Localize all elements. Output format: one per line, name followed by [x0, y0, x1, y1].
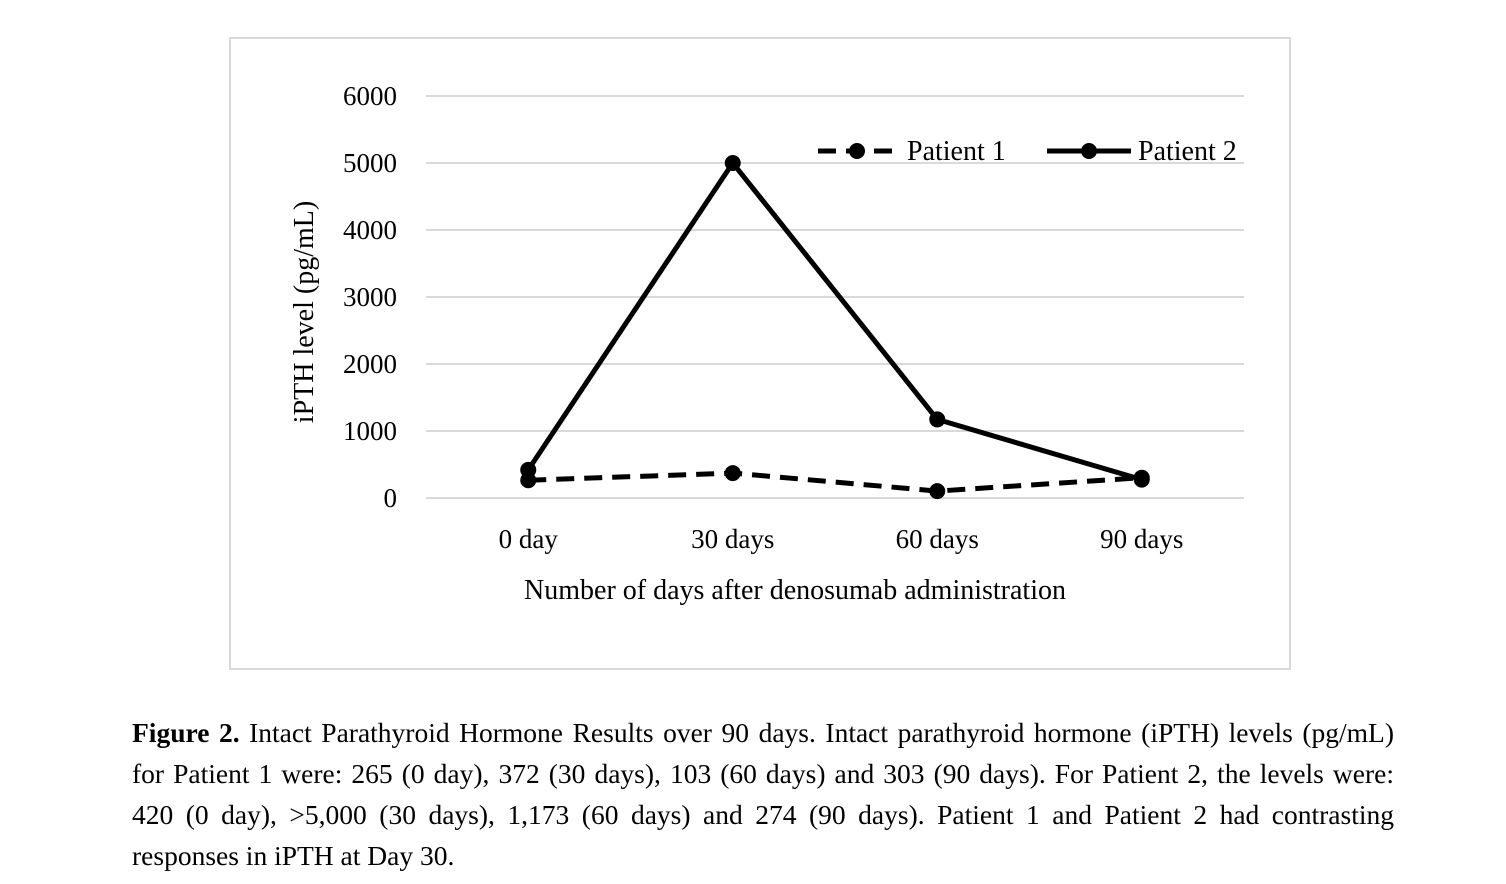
series-line — [528, 470, 1142, 494]
x-axis-ticks: 0 day 30 days 60 days 90 days — [499, 524, 1184, 554]
data-point — [929, 411, 946, 428]
y-tick-label: 5000 — [343, 148, 397, 178]
y-tick-label: 0 — [384, 483, 398, 513]
y-tick-label: 1000 — [343, 416, 397, 446]
y-tick-label: 6000 — [343, 81, 397, 111]
legend-label: Patient 1 — [907, 136, 1006, 167]
x-axis-title: Number of days after denosumab administr… — [524, 575, 1066, 606]
y-tick-label: 3000 — [343, 282, 397, 312]
legend-label: Patient 2 — [1138, 136, 1237, 167]
gridlines — [426, 95, 1244, 499]
series-layer — [520, 155, 1150, 500]
caption-text: Intact Parathyroid Hormone Results over … — [132, 717, 1394, 871]
data-point — [929, 483, 946, 500]
x-tick-label: 90 days — [1100, 524, 1183, 554]
legend: Patient 1 Patient 2 — [818, 136, 1237, 167]
data-point — [724, 465, 741, 482]
data-point — [724, 155, 741, 171]
series-1 — [520, 465, 1150, 500]
chart-frame — [229, 37, 1291, 670]
legend-marker — [1081, 143, 1097, 159]
x-tick-label: 30 days — [691, 524, 774, 554]
y-tick-label: 4000 — [343, 215, 397, 245]
x-tick-label: 0 day — [499, 524, 559, 554]
series-line — [526, 160, 1143, 483]
y-axis-ticks: 0 1000 2000 3000 4000 5000 6000 — [343, 81, 397, 513]
y-axis-title: iPTH level (pg/mL) — [289, 201, 320, 423]
x-tick-label: 60 days — [896, 524, 979, 554]
y-tick-label: 2000 — [343, 349, 397, 379]
legend-item: Patient 1 — [818, 136, 1006, 167]
data-point — [1133, 471, 1150, 488]
data-point — [520, 461, 537, 478]
legend-item: Patient 2 — [1047, 136, 1237, 167]
figure-caption: Figure 2. Intact Parathyroid Hormone Res… — [132, 712, 1394, 876]
legend-marker — [849, 143, 865, 159]
series-2 — [520, 155, 1150, 488]
caption-label: Figure 2. — [132, 717, 240, 748]
